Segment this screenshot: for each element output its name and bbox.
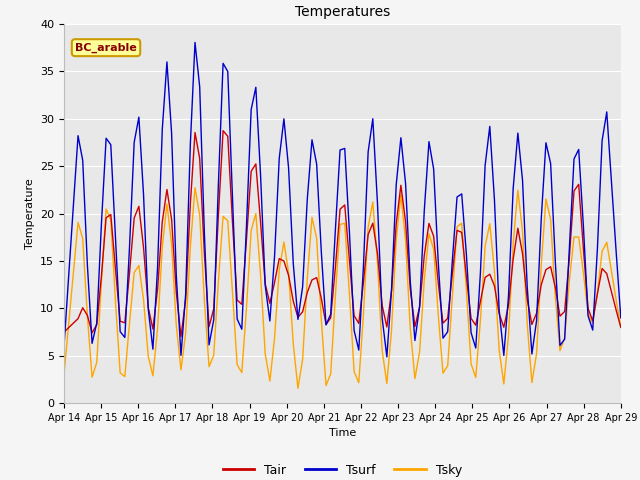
Tsky xyxy=(453,224,461,229)
Tsurf xyxy=(617,315,625,321)
Tair xyxy=(453,228,461,233)
Title: Temperatures: Temperatures xyxy=(295,5,390,19)
Tair xyxy=(60,329,68,335)
Tsurf xyxy=(374,201,381,206)
Tair xyxy=(182,297,189,302)
Tsurf xyxy=(177,352,185,358)
Tsurf xyxy=(607,179,615,184)
Tsky xyxy=(177,367,185,373)
Tsky xyxy=(607,268,615,274)
X-axis label: Time: Time xyxy=(329,429,356,438)
Tair xyxy=(607,289,615,295)
Tsurf xyxy=(191,39,199,45)
Tsky xyxy=(378,348,386,354)
Line: Tair: Tair xyxy=(64,131,621,336)
Tair xyxy=(509,256,517,262)
Tsky xyxy=(191,185,199,191)
Tair xyxy=(177,334,185,339)
Tsky xyxy=(509,240,517,246)
Line: Tsky: Tsky xyxy=(64,188,621,388)
Tsurf xyxy=(383,354,390,360)
Tair xyxy=(378,302,386,308)
Tsurf xyxy=(60,344,68,349)
Y-axis label: Temperature: Temperature xyxy=(24,178,35,249)
Text: BC_arable: BC_arable xyxy=(75,43,137,53)
Tair xyxy=(220,128,227,133)
Tsky xyxy=(60,372,68,378)
Tsky xyxy=(294,385,302,391)
Tsurf xyxy=(214,181,222,187)
Tair xyxy=(214,212,222,218)
Line: Tsurf: Tsurf xyxy=(64,42,621,357)
Tair xyxy=(617,324,625,330)
Legend: Tair, Tsurf, Tsky: Tair, Tsurf, Tsky xyxy=(218,459,467,480)
Tsky xyxy=(214,278,222,284)
Tsky xyxy=(617,324,625,330)
Tsurf xyxy=(509,185,517,191)
Tsurf xyxy=(453,194,461,200)
